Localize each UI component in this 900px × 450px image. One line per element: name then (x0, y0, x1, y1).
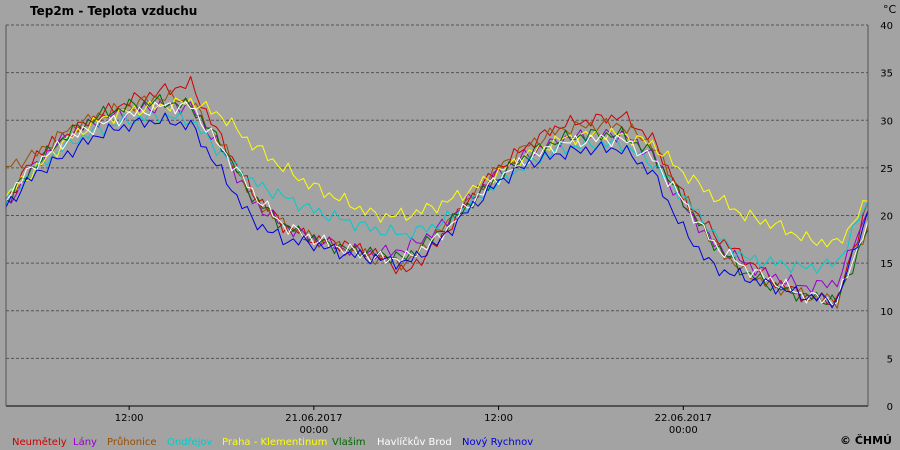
legend-entry: Nový Rychnov (462, 436, 533, 448)
legend-entry: Ondřejov (167, 436, 212, 448)
y-tick-label: 0 (887, 402, 893, 413)
y-tick-label: 35 (880, 69, 893, 80)
chart-title: Tep2m - Teplota vzduchu (30, 4, 197, 18)
y-tick-label: 40 (880, 21, 893, 32)
legend-entry: Lány (73, 436, 97, 448)
series-line (5, 100, 869, 294)
legend-entry: Havlíčkův Brod (377, 436, 452, 448)
x-tick-label-time: 00:00 (299, 425, 328, 436)
series-line (5, 101, 869, 305)
credit-label: © ČHMÚ (840, 434, 892, 447)
x-tick-label-time: 00:00 (669, 425, 698, 436)
y-tick-label: 20 (880, 212, 893, 223)
legend-entry: Praha - Klementinum (222, 437, 327, 448)
y-tick-label: 5 (887, 354, 893, 365)
series-line (5, 112, 869, 309)
legend-entry: Neumětely (12, 436, 67, 448)
y-tick-label: 10 (880, 307, 893, 318)
y-tick-label: 30 (880, 116, 893, 127)
x-tick-label: 12:00 (484, 413, 513, 424)
x-tick-label: 22.06.2017 (655, 413, 712, 424)
series-line (5, 111, 869, 274)
unit-label: °C (883, 3, 897, 16)
y-tick-labels: 0 5 10 15 20 25 30 35 40 (880, 21, 893, 413)
y-tick-label: 25 (880, 164, 893, 175)
legend-entry: Vlašim (332, 436, 365, 448)
x-tick-label: 21.06.2017 (285, 413, 342, 424)
grid-lines (6, 24, 868, 359)
legend: Neumětely Lány Průhonice Ondřejov Praha - Kl… (12, 436, 533, 448)
legend-entry: Průhonice (107, 436, 157, 448)
y-tick-label: 15 (880, 259, 893, 270)
series-line (5, 97, 869, 248)
series-lines (5, 76, 869, 309)
series-line (5, 93, 869, 306)
x-tick-label: 12:00 (115, 413, 144, 424)
